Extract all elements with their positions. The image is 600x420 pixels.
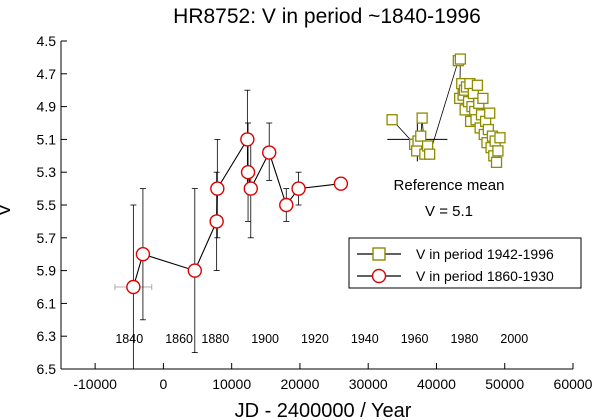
- data-point-circle: [333, 176, 349, 191]
- y-axis-ticks: 4.5 4.7 4.9 5.1 5.3 5.5 5.7 5.9 6.1 6.3 6.5: [37, 33, 67, 377]
- legend: V in period 1942-1996 V in period 1860-1…: [348, 237, 582, 289]
- x-tick-label: 40000: [417, 376, 456, 392]
- y-axis-label: V: [0, 203, 15, 216]
- plot-axes: [60, 41, 573, 370]
- x-axis-label: JD - 2400000 / Year: [235, 400, 412, 420]
- data-point-square: [484, 107, 496, 119]
- y-tick-label: 6.3: [37, 328, 57, 344]
- year-label: 1920: [301, 332, 329, 346]
- data-point-circle: [126, 279, 141, 295]
- x-axis-ticks: -10000 0 10000 20000 30000 40000 50000 60000: [73, 363, 593, 392]
- data-point-square: [494, 132, 506, 144]
- series-1860-1930: [114, 89, 349, 370]
- series-line-red: [132, 137, 341, 288]
- year-label: 2000: [500, 332, 528, 346]
- data-point-circle: [243, 181, 258, 196]
- series-1942-1996: [386, 53, 506, 169]
- data-point-square: [454, 53, 467, 65]
- data-point-circle: [291, 181, 306, 196]
- year-label: 1860: [165, 332, 193, 346]
- data-point-circle: [209, 214, 224, 229]
- y-tick-label: 4.5: [37, 33, 57, 49]
- data-point-square: [415, 130, 427, 142]
- year-label: 1900: [251, 332, 279, 346]
- x-tick-label: 20000: [280, 376, 319, 392]
- y-tick-label: 4.7: [37, 66, 57, 82]
- data-point-circle: [262, 145, 277, 160]
- x-tick-label: 0: [160, 376, 168, 392]
- data-point-square: [490, 156, 503, 169]
- chart-title: HR8752: V in period ~1840-1996: [173, 5, 481, 28]
- x-tick-label: 10000: [212, 376, 251, 392]
- x-tick-label: 60000: [554, 376, 593, 392]
- legend-label-olive: V in period 1942-1996: [416, 246, 554, 262]
- y-tick-label: 5.5: [37, 197, 57, 213]
- year-axis-labels: 1840 1860 1880 1900 1920 1940 1960 1980 2000: [115, 332, 528, 346]
- legend-circle-marker: [371, 268, 387, 284]
- year-label: 1880: [201, 332, 229, 346]
- data-point-square: [471, 79, 484, 91]
- legend-square-marker: [372, 247, 386, 261]
- x-tick-label: 30000: [349, 376, 388, 392]
- year-label: 1840: [115, 332, 143, 346]
- data-point-circle: [135, 246, 151, 262]
- reference-mean-label: Reference mean: [394, 177, 505, 194]
- y-tick-label: 4.9: [37, 99, 57, 115]
- data-point-circle: [187, 263, 203, 278]
- reference-mean-value: V = 5.1: [425, 203, 473, 220]
- data-point-square: [492, 145, 504, 157]
- data-point-circle: [240, 164, 256, 180]
- x-tick-label: -10000: [73, 376, 117, 392]
- year-label: 1980: [451, 332, 479, 346]
- y-tick-label: 5.7: [37, 230, 57, 246]
- data-point-square: [386, 114, 398, 126]
- data-point-circle: [240, 132, 255, 147]
- y-tick-label: 6.5: [37, 361, 57, 377]
- data-point-circle: [279, 197, 294, 213]
- data-point-square: [423, 148, 436, 160]
- legend-label-red: V in period 1860-1930: [416, 268, 554, 284]
- data-point-square: [477, 92, 489, 105]
- y-tick-label: 5.1: [37, 131, 57, 147]
- year-label: 1940: [351, 332, 379, 346]
- legend-box: [348, 237, 582, 289]
- x-tick-label: 50000: [485, 376, 524, 392]
- y-tick-label: 6.1: [37, 295, 57, 311]
- y-tick-label: 5.9: [37, 263, 57, 279]
- data-point-circle: [210, 181, 225, 196]
- year-label: 1960: [401, 332, 429, 346]
- data-point-square: [416, 112, 428, 124]
- y-tick-label: 5.3: [37, 164, 57, 180]
